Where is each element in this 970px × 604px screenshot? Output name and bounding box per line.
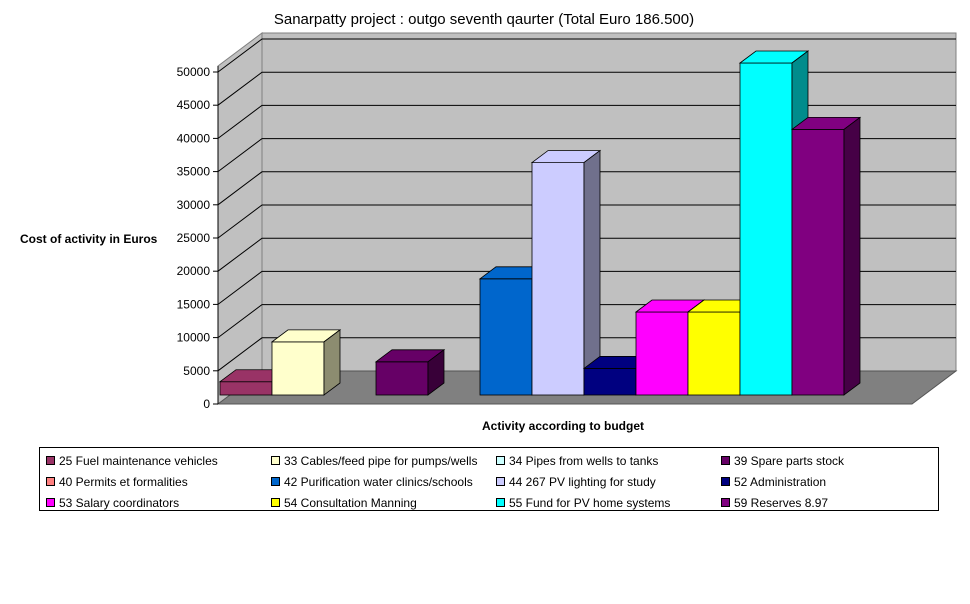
legend-label: 53 Salary coordinators: [59, 495, 180, 510]
legend-item: 39 Spare parts stock: [721, 450, 944, 471]
legend-item: 55 Fund for PV home systems: [496, 492, 721, 513]
legend-label: 59 Reserves 8.97: [734, 495, 829, 510]
gridline: [217, 237, 956, 272]
gridline: [217, 270, 956, 305]
bar-front: [739, 62, 793, 396]
bar-front: [791, 128, 845, 396]
bar: [790, 116, 862, 396]
y-axis-title: Cost of activity in Euros: [20, 232, 158, 246]
y-tick-label: 45000: [177, 98, 211, 112]
legend-item: 54 Consultation Manning: [271, 492, 496, 513]
y-tick-label: 5000: [183, 364, 210, 378]
legend-swatch: [496, 477, 505, 486]
legend-item: 40 Permits et formalities: [46, 471, 271, 492]
legend-item: 33 Cables/feed pipe for pumps/wells: [271, 450, 496, 471]
chart-title: Sanarpatty project : outgo seventh qaurt…: [274, 11, 694, 28]
bar-front: [219, 381, 273, 396]
y-tick-label: 30000: [177, 198, 211, 212]
legend-swatch: [46, 498, 55, 507]
legend-swatch: [46, 456, 55, 465]
bar-front: [635, 311, 689, 396]
legend-swatch: [271, 498, 280, 507]
bar-side: [843, 116, 861, 396]
legend-item: 53 Salary coordinators: [46, 492, 271, 513]
gridline: [217, 171, 956, 206]
legend-swatch: [46, 477, 55, 486]
y-tick-label: 15000: [177, 297, 211, 311]
y-tick-label: 25000: [177, 231, 211, 245]
y-tick-label: 50000: [177, 65, 211, 79]
bar-side: [427, 348, 445, 396]
gridline: [217, 104, 956, 139]
bar-front: [479, 278, 533, 396]
legend-item: 25 Fuel maintenance vehicles: [46, 450, 271, 471]
gridline: [217, 204, 956, 239]
legend-swatch: [721, 477, 730, 486]
legend-label: 54 Consultation Manning: [284, 495, 417, 510]
legend-item: 59 Reserves 8.97: [721, 492, 944, 513]
bars: [218, 50, 862, 396]
gridline: [217, 71, 956, 106]
legend-label: 55 Fund for PV home systems: [509, 495, 671, 510]
bar-front: [271, 341, 325, 396]
bar-front: [687, 311, 741, 396]
gridline: [217, 138, 956, 173]
legend-swatch: [271, 456, 280, 465]
bar: [270, 329, 342, 396]
legend-label: 25 Fuel maintenance vehicles: [59, 453, 218, 468]
legend-label: 33 Cables/feed pipe for pumps/wells: [284, 453, 478, 468]
y-tick-label: 40000: [177, 131, 211, 145]
gridline: [217, 38, 956, 73]
legend-swatch: [271, 477, 280, 486]
legend-swatch: [496, 456, 505, 465]
y-tick-label: 10000: [177, 331, 211, 345]
legend-label: 40 Permits et formalities: [59, 474, 188, 489]
legend-label: 34 Pipes from wells to tanks: [509, 453, 659, 468]
x-axis-title: Activity according to budget: [482, 419, 644, 433]
bar: [530, 149, 602, 396]
legend-label: 52 Administration: [734, 474, 827, 489]
legend-item: 34 Pipes from wells to tanks: [496, 450, 721, 471]
legend-item: 44 267 PV lighting for study: [496, 471, 721, 492]
legend-label: 44 267 PV lighting for study: [509, 474, 656, 489]
legend-label: 42 Purification water clinics/schools: [284, 474, 473, 489]
legend-swatch: [721, 498, 730, 507]
legend: 25 Fuel maintenance vehicles 33 Cables/fe…: [39, 447, 939, 511]
bar: [374, 348, 446, 396]
bar-front: [583, 368, 637, 396]
legend-item: 42 Purification water clinics/schools: [271, 471, 496, 492]
legend-swatch: [496, 498, 505, 507]
bar-front: [531, 162, 585, 396]
y-tick-label: 35000: [177, 165, 211, 179]
y-tick-label: 20000: [177, 264, 211, 278]
y-axis-ticks: 0 5000 10000 15000 20000 25000 30000 35000 40000…: [177, 65, 219, 411]
bar-front: [375, 361, 429, 396]
y-tick-label: 0: [203, 397, 210, 411]
legend-item: 52 Administration: [721, 471, 944, 492]
legend-label: 39 Spare parts stock: [734, 453, 845, 468]
bar-side: [323, 329, 341, 396]
legend-swatch: [721, 456, 730, 465]
